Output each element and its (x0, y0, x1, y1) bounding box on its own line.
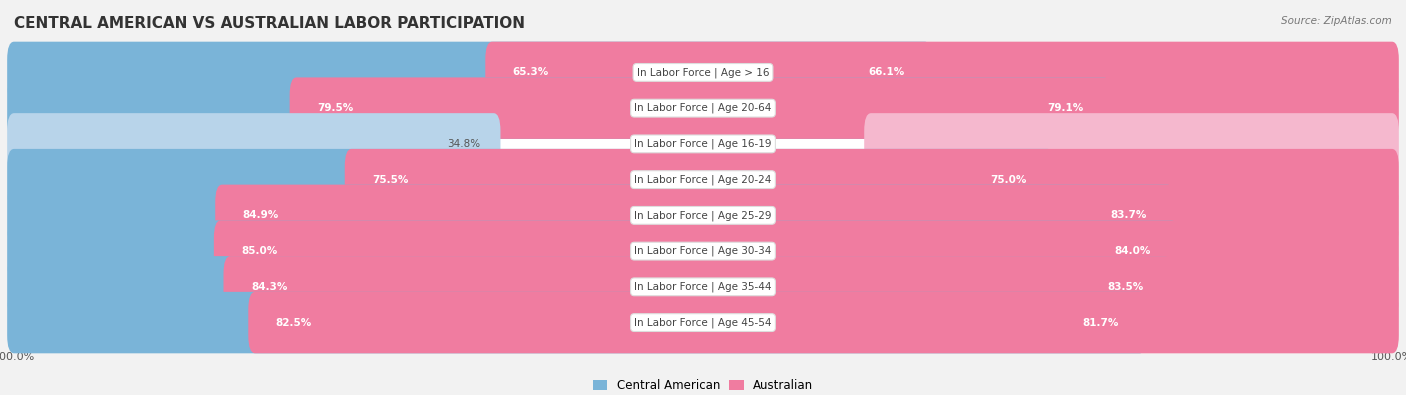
FancyBboxPatch shape (865, 113, 1399, 175)
FancyBboxPatch shape (485, 42, 1399, 103)
FancyBboxPatch shape (3, 243, 1403, 331)
FancyBboxPatch shape (3, 278, 1403, 367)
Text: 85.0%: 85.0% (242, 246, 277, 256)
FancyBboxPatch shape (344, 149, 1399, 211)
FancyBboxPatch shape (3, 135, 1403, 224)
Legend: Central American, Australian: Central American, Australian (589, 376, 817, 395)
FancyBboxPatch shape (3, 28, 1403, 117)
Text: In Labor Force | Age 20-64: In Labor Force | Age 20-64 (634, 103, 772, 113)
Text: In Labor Force | Age 25-29: In Labor Force | Age 25-29 (634, 210, 772, 221)
FancyBboxPatch shape (214, 220, 1399, 282)
Text: 75.5%: 75.5% (373, 175, 409, 184)
Text: In Labor Force | Age 35-44: In Labor Force | Age 35-44 (634, 282, 772, 292)
FancyBboxPatch shape (7, 184, 1174, 246)
FancyBboxPatch shape (7, 149, 1054, 211)
FancyBboxPatch shape (3, 171, 1403, 260)
FancyBboxPatch shape (224, 256, 1399, 318)
Text: Source: ZipAtlas.com: Source: ZipAtlas.com (1281, 16, 1392, 26)
Text: In Labor Force | Age 30-34: In Labor Force | Age 30-34 (634, 246, 772, 256)
FancyBboxPatch shape (3, 100, 1403, 188)
FancyBboxPatch shape (215, 184, 1399, 246)
FancyBboxPatch shape (7, 220, 1178, 282)
Text: 83.7%: 83.7% (1111, 211, 1147, 220)
Text: 83.5%: 83.5% (1108, 282, 1144, 292)
Text: 82.5%: 82.5% (276, 318, 312, 327)
Text: In Labor Force | Age > 16: In Labor Force | Age > 16 (637, 67, 769, 78)
Text: 84.0%: 84.0% (1115, 246, 1152, 256)
Text: CENTRAL AMERICAN VS AUSTRALIAN LABOR PARTICIPATION: CENTRAL AMERICAN VS AUSTRALIAN LABOR PAR… (14, 16, 524, 31)
Text: In Labor Force | Age 45-54: In Labor Force | Age 45-54 (634, 317, 772, 328)
FancyBboxPatch shape (7, 256, 1171, 318)
Text: 75.0%: 75.0% (990, 175, 1026, 184)
Text: 79.5%: 79.5% (318, 103, 353, 113)
FancyBboxPatch shape (7, 42, 932, 103)
Text: 84.9%: 84.9% (243, 211, 278, 220)
FancyBboxPatch shape (3, 207, 1403, 295)
Text: 81.7%: 81.7% (1083, 318, 1119, 327)
FancyBboxPatch shape (7, 292, 1147, 353)
FancyBboxPatch shape (290, 77, 1399, 139)
Text: 65.3%: 65.3% (513, 68, 550, 77)
FancyBboxPatch shape (249, 292, 1399, 353)
Text: In Labor Force | Age 20-24: In Labor Force | Age 20-24 (634, 174, 772, 185)
Text: 66.1%: 66.1% (868, 68, 904, 77)
Text: 34.8%: 34.8% (447, 139, 479, 149)
Text: 79.1%: 79.1% (1047, 103, 1083, 113)
FancyBboxPatch shape (7, 113, 501, 175)
Text: In Labor Force | Age 16-19: In Labor Force | Age 16-19 (634, 139, 772, 149)
FancyBboxPatch shape (7, 77, 1111, 139)
FancyBboxPatch shape (3, 64, 1403, 152)
Text: 84.3%: 84.3% (252, 282, 287, 292)
